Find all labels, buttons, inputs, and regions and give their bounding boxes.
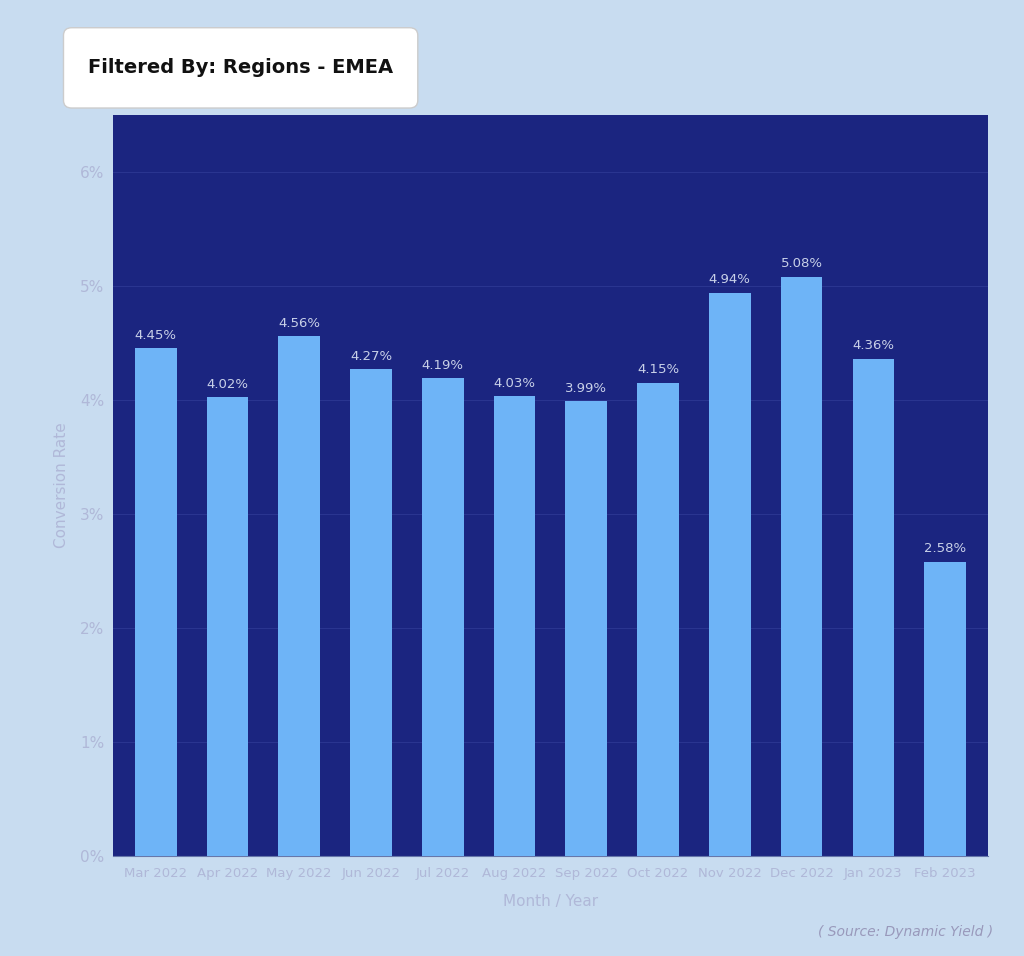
Bar bbox=[565, 401, 607, 856]
Bar bbox=[207, 398, 248, 856]
Text: 4.94%: 4.94% bbox=[709, 273, 751, 286]
Bar bbox=[135, 348, 176, 856]
Text: 4.03%: 4.03% bbox=[494, 377, 536, 390]
Text: 4.56%: 4.56% bbox=[279, 316, 321, 330]
Text: 5.08%: 5.08% bbox=[780, 257, 822, 271]
X-axis label: Month / Year: Month / Year bbox=[503, 894, 598, 908]
Text: 2.58%: 2.58% bbox=[924, 542, 967, 555]
Text: Filtered By: Regions - EMEA: Filtered By: Regions - EMEA bbox=[88, 58, 393, 77]
Bar bbox=[780, 276, 822, 856]
Bar bbox=[350, 369, 392, 856]
Bar bbox=[637, 382, 679, 856]
Text: 4.19%: 4.19% bbox=[422, 358, 464, 372]
Bar bbox=[494, 396, 536, 856]
Bar bbox=[279, 336, 321, 856]
Text: ( Source: Dynamic Yield ): ( Source: Dynamic Yield ) bbox=[818, 924, 993, 939]
Bar bbox=[853, 358, 894, 856]
Bar bbox=[709, 293, 751, 856]
Bar bbox=[422, 378, 464, 856]
Text: 4.45%: 4.45% bbox=[135, 329, 177, 342]
Y-axis label: Conversion Rate: Conversion Rate bbox=[54, 423, 69, 548]
Text: 4.15%: 4.15% bbox=[637, 363, 679, 377]
Text: 4.36%: 4.36% bbox=[852, 339, 894, 353]
Text: 4.27%: 4.27% bbox=[350, 350, 392, 362]
Text: 3.99%: 3.99% bbox=[565, 381, 607, 395]
Bar bbox=[925, 561, 966, 856]
Text: 4.02%: 4.02% bbox=[207, 379, 249, 391]
